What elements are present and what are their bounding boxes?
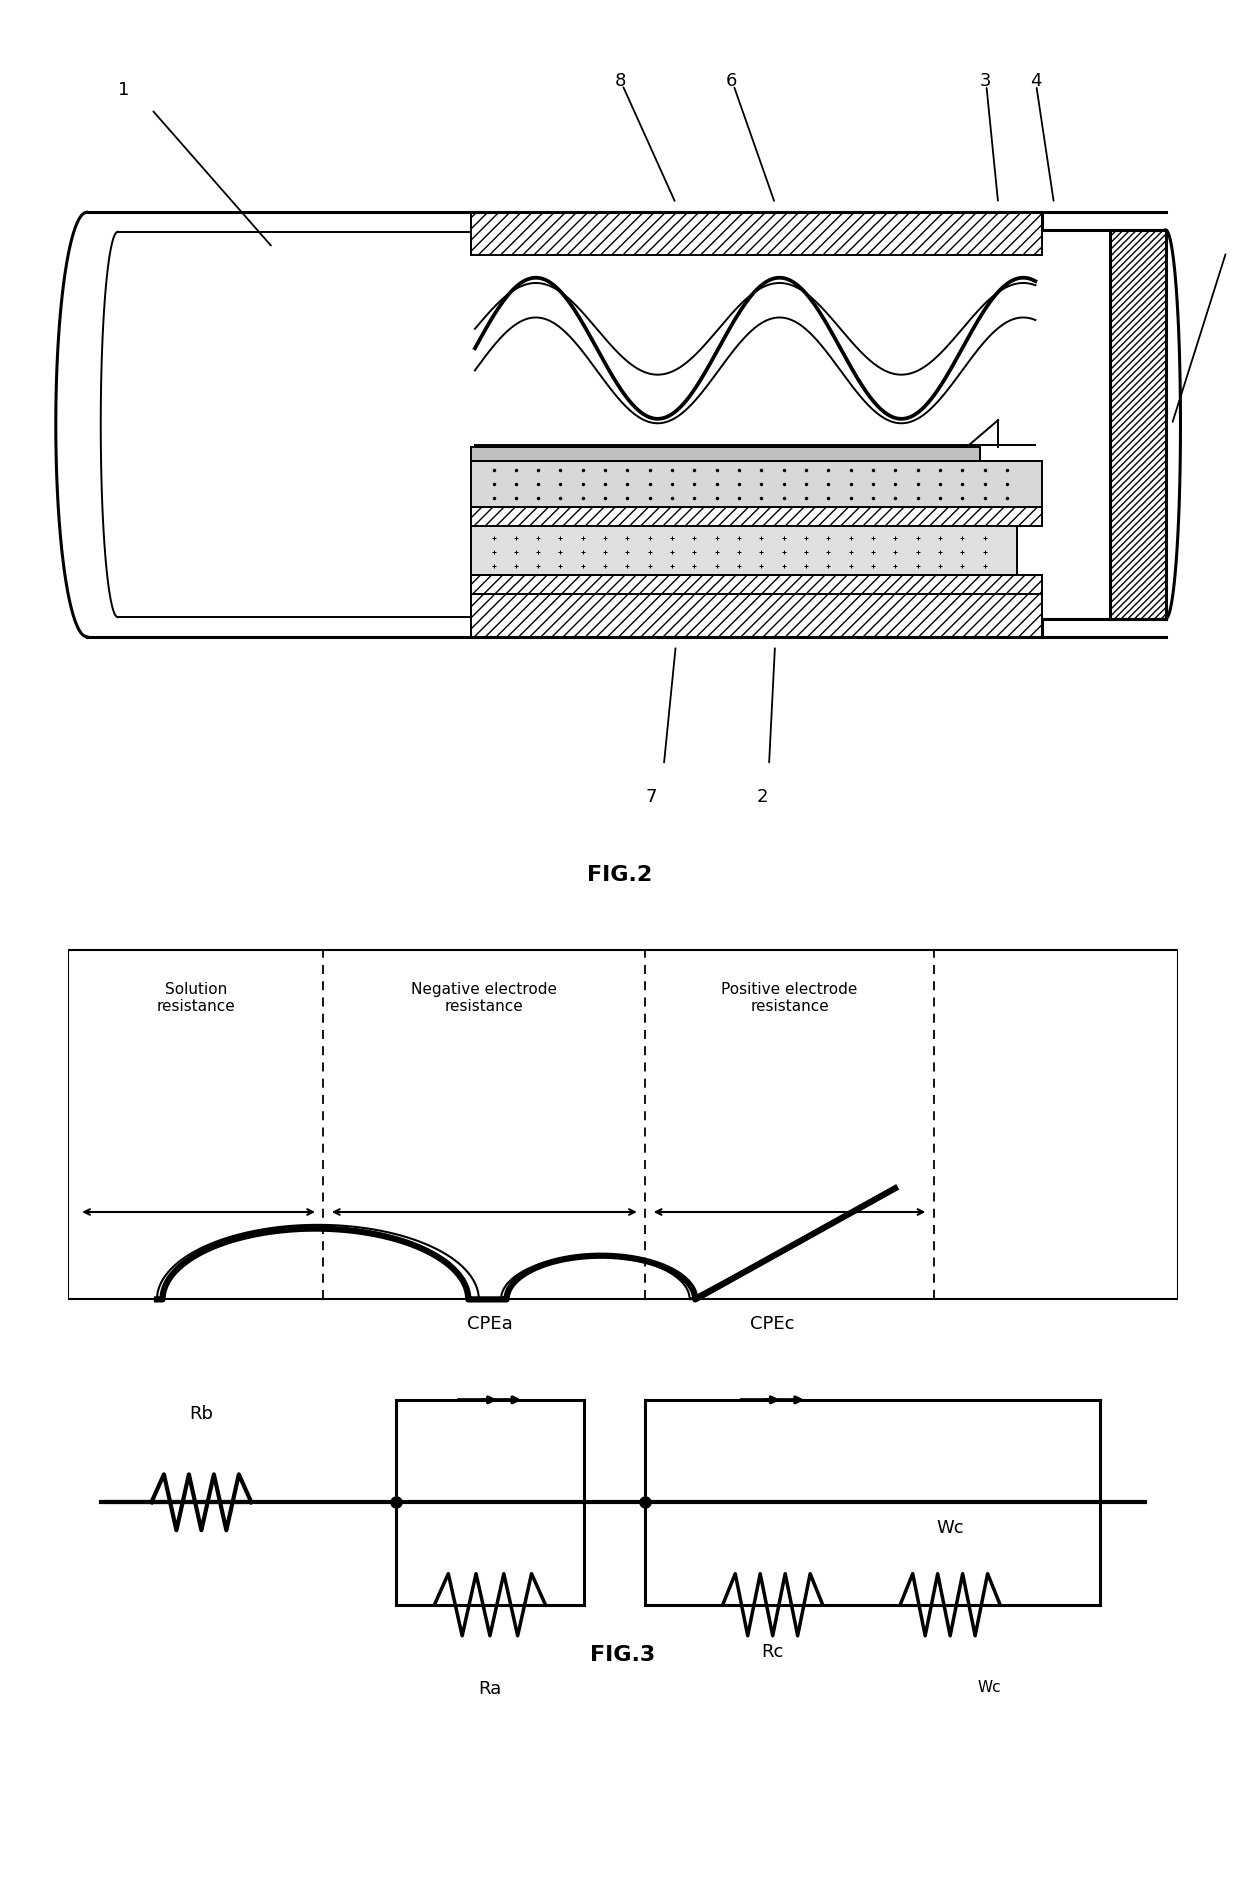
Text: Wᴄ: Wᴄ — [977, 1679, 1001, 1694]
Bar — [471, 447, 980, 461]
Text: Negative electrode
resistance: Negative electrode resistance — [412, 981, 557, 1013]
Bar — [471, 212, 1042, 256]
Text: Rc: Rc — [761, 1641, 784, 1660]
Text: FIG.3: FIG.3 — [590, 1643, 656, 1664]
Text: 1: 1 — [118, 81, 130, 98]
Bar — [471, 461, 1042, 508]
Text: CPEc: CPEc — [750, 1314, 795, 1331]
Text: FIG.2: FIG.2 — [588, 865, 652, 885]
Text: 8: 8 — [614, 71, 626, 90]
Text: Ra: Ra — [479, 1679, 501, 1698]
Text: 4: 4 — [1029, 71, 1042, 90]
Bar — [471, 594, 1042, 637]
Bar — [471, 575, 1042, 594]
Bar — [471, 526, 1017, 575]
Text: 2: 2 — [756, 788, 769, 805]
Bar — [1110, 231, 1166, 620]
Text: 7: 7 — [645, 788, 657, 805]
Text: Wc: Wc — [936, 1519, 963, 1536]
Text: 3: 3 — [980, 71, 992, 90]
Text: Solution
resistance: Solution resistance — [156, 981, 236, 1013]
Text: CPEa: CPEa — [467, 1314, 513, 1331]
Text: 6: 6 — [725, 71, 738, 90]
Text: Rb: Rb — [190, 1404, 213, 1421]
Bar — [471, 508, 1042, 526]
Text: Positive electrode
resistance: Positive electrode resistance — [722, 981, 858, 1013]
